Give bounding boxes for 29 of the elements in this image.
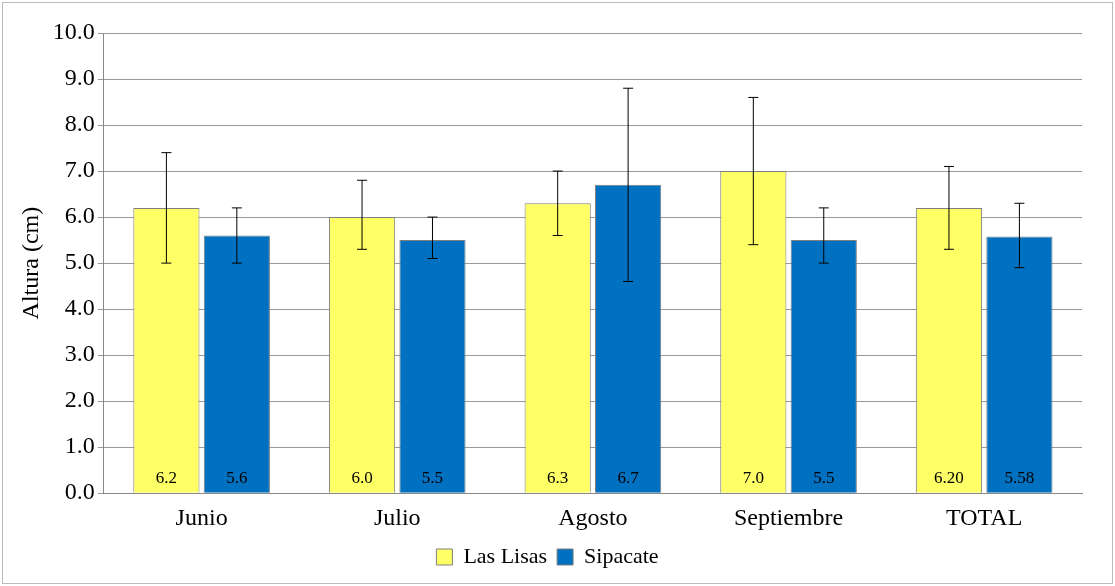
data-label: 6.7 [617, 468, 640, 488]
y-tick-label: 9.0 [64, 64, 95, 91]
data-label: 5.6 [226, 468, 248, 488]
data-label: 6.0 [351, 468, 373, 488]
y-tick-label: 2.0 [64, 386, 95, 413]
data-label: 6.3 [547, 468, 569, 488]
legend-label: Sipacate [584, 542, 659, 568]
data-label: 6.20 [934, 468, 964, 488]
y-tick-label: 6.0 [64, 202, 95, 229]
x-tick-label: Julio [373, 503, 421, 530]
legend-label: Las Lisas [463, 542, 548, 568]
y-tick-label: 4.0 [64, 294, 95, 321]
data-label: 5.5 [421, 468, 444, 488]
data-label: 7.0 [742, 468, 764, 488]
x-tick-label: Agosto [558, 503, 628, 530]
x-tick-label: Junio [175, 503, 228, 530]
data-label: 5.5 [813, 468, 835, 488]
x-tick-label: Septiembre [733, 503, 844, 530]
data-label: 5.58 [1004, 468, 1035, 488]
x-tick-label: TOTAL [946, 503, 1023, 530]
y-tick-label: 8.0 [64, 110, 95, 137]
y-tick-label: 7.0 [64, 156, 95, 183]
y-tick-label: 5.0 [64, 248, 95, 275]
data-label: 6.2 [155, 468, 178, 488]
y-tick-label: 10.0 [52, 18, 95, 45]
y-tick-label: 1.0 [64, 432, 95, 459]
y-axis-title: Altura (cm) [16, 206, 43, 320]
y-tick-label: 3.0 [64, 340, 95, 367]
y-tick-label: 0.0 [64, 478, 95, 505]
